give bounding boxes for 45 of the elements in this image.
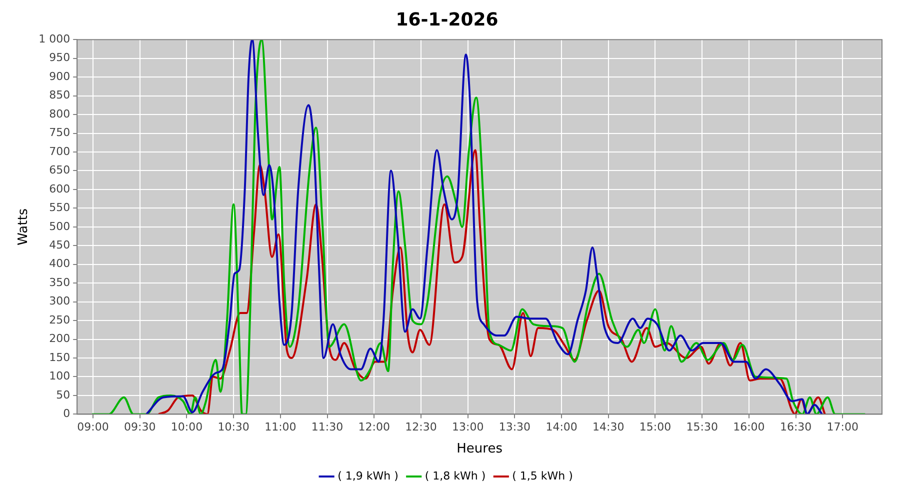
- y-tick-label: 100: [49, 370, 70, 383]
- x-tick-label: 12:00: [358, 420, 390, 434]
- y-tick-label: 500: [49, 220, 70, 233]
- y-tick-label: 550: [49, 201, 70, 214]
- y-tick-label: 300: [49, 294, 70, 308]
- x-tick-label: 09:00: [77, 420, 109, 434]
- x-tick-label: 09:30: [124, 420, 156, 434]
- y-tick-label: 200: [49, 332, 70, 346]
- y-tick-label: 350: [49, 276, 70, 289]
- y-tick-label: 150: [49, 350, 70, 364]
- x-tick-label: 13:00: [452, 420, 484, 434]
- chart-title: 16-1-2026: [396, 9, 498, 30]
- legend-label: ( 1,5 kWh ): [512, 469, 573, 482]
- y-tick-label: 0: [63, 407, 70, 420]
- y-tick-label: 400: [49, 257, 70, 270]
- x-tick-label: 14:30: [592, 420, 624, 434]
- x-tick-label: 15:00: [639, 420, 672, 434]
- y-tick-label: 950: [49, 51, 70, 64]
- y-tick-label: 750: [49, 126, 70, 140]
- x-tick-label: 12:30: [405, 420, 437, 434]
- y-tick-label: 900: [49, 70, 70, 83]
- x-tick-label: 10:00: [170, 420, 203, 434]
- x-tick-label: 10:30: [218, 420, 250, 434]
- y-tick-label: 450: [49, 238, 70, 252]
- y-tick-label: 250: [49, 313, 70, 326]
- x-axis-title: Heures: [456, 442, 503, 457]
- y-tick-label: 1 000: [38, 32, 70, 46]
- line-series: [158, 149, 826, 414]
- y-tick-label: 850: [49, 88, 70, 102]
- y-tick-label: 600: [49, 182, 70, 196]
- legend-label: ( 1,8 kWh ): [424, 469, 486, 482]
- y-tick-label: 800: [49, 107, 70, 120]
- legend-label: ( 1,9 kWh ): [338, 469, 398, 482]
- x-tick-label: 16:00: [733, 420, 765, 434]
- x-tick-label: 11:30: [311, 420, 344, 434]
- x-tick-label: 11:00: [264, 420, 296, 434]
- x-tick-label: 15:30: [686, 420, 718, 434]
- x-tick-label: 13:30: [498, 420, 531, 434]
- y-tick-label: 50: [56, 388, 70, 402]
- y-tick-label: 650: [49, 164, 70, 177]
- y-axis-title: Watts: [16, 208, 32, 246]
- x-tick-label: 14:00: [546, 420, 578, 434]
- x-tick-label: 16:30: [780, 420, 812, 434]
- x-tick-label: 17:00: [826, 420, 858, 434]
- y-tick-label: 700: [49, 144, 70, 158]
